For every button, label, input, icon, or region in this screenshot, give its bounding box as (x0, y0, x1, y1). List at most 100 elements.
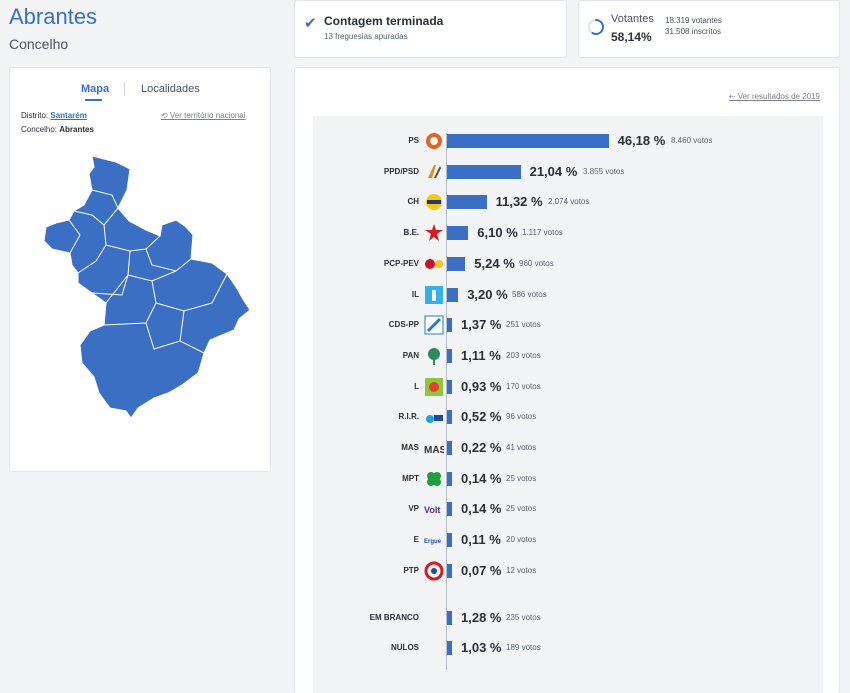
cds-logo (424, 315, 444, 335)
result-bar (447, 134, 609, 148)
tab-map[interactable]: Mapa (81, 83, 110, 95)
party-name: MPT (402, 473, 419, 483)
result-votes: 8.460 votos (671, 136, 713, 145)
result-row: PAN 1,11 % 203 votos (313, 346, 823, 366)
result-bar (447, 287, 459, 302)
result-bar (447, 441, 452, 455)
svg-text:MAS: MAS (424, 445, 444, 456)
party-name: PS (408, 136, 419, 145)
result-row: CDS-PP 1,37 % 251 votos (313, 315, 823, 335)
party-name: B.E. (403, 228, 419, 238)
result-row: PCP-PEV 5,24 % 960 votos (313, 254, 823, 274)
result-votes: 170 votos (506, 381, 541, 391)
district-link[interactable]: Santarém (50, 111, 87, 120)
previous-results-link[interactable]: ⇠ Ver resultados de 2019 (728, 92, 820, 101)
result-bar (447, 410, 452, 425)
voters-percent: 58,14% (611, 30, 652, 44)
result-votes: 2.074 votos (548, 197, 590, 207)
party-name: NULOS (391, 643, 419, 653)
voters-count: 18.319 votantes (665, 16, 722, 25)
be-logo (425, 224, 443, 242)
result-bar (447, 379, 452, 394)
result-percent: 0,07 % (461, 562, 502, 578)
ptp-logo (424, 561, 444, 581)
tab-localities[interactable]: Localidades (141, 83, 200, 95)
district-label: Distrito: (21, 111, 49, 120)
result-row: CH 11,32 % 2.074 votos (313, 192, 823, 212)
result-percent: 11,32 % (495, 194, 543, 210)
result-votes: 235 votos (506, 612, 541, 622)
result-votes: 189 votos (506, 643, 541, 653)
svg-text:Ergue: Ergue (424, 539, 442, 545)
il-logo (425, 285, 443, 304)
result-percent: 5,24 % (474, 255, 515, 271)
county-value: Abrantes (59, 125, 94, 134)
result-votes: 960 votos (519, 258, 554, 268)
party-name: CH (407, 197, 419, 207)
result-bar (447, 471, 452, 486)
national-territory-link[interactable]: ⟲ Ver território nacional (161, 111, 246, 120)
result-row: NULOS 1,03 % 189 votos (313, 638, 823, 658)
result-votes: 203 votos (506, 350, 541, 360)
count-status-card: ✔ Contagem terminada 13 freguesias apura… (294, 0, 567, 58)
result-bar (447, 318, 452, 333)
party-name: PPD/PSD (383, 166, 419, 176)
party-name: PTP (403, 565, 419, 575)
result-percent: 0,52 % (461, 409, 502, 425)
page-title: Abrantes (9, 4, 98, 29)
result-bar (447, 502, 452, 517)
voters-label: Votantes (611, 13, 654, 25)
result-percent: 1,03 % (461, 640, 502, 656)
result-percent: 6,10 % (477, 225, 518, 241)
result-row: PS 46,18 % 8.460 votos (313, 131, 823, 151)
result-row: L 0,93 % 170 votos (313, 377, 823, 397)
volt-logo: Volt (424, 505, 440, 515)
result-row: VP Volt 0,14 % 25 votos (313, 499, 823, 519)
county-row: Concelho: Abrantes (21, 125, 94, 134)
result-percent: 0,11 % (461, 532, 501, 548)
result-percent: 0,14 % (461, 470, 502, 486)
result-bar (447, 641, 452, 656)
tab-divider (124, 82, 125, 96)
result-bar (447, 533, 452, 548)
party-name: EM BRANCO (369, 612, 419, 622)
voters-card: Votantes 58,14% 18.319 votantes 31.508 i… (578, 0, 840, 58)
party-name: E (413, 535, 419, 545)
result-votes: 586 votos (512, 289, 547, 299)
svg-text:Volt: Volt (424, 505, 440, 515)
result-bar (447, 348, 452, 363)
map-outline (43, 155, 251, 419)
count-status-title: Contagem terminada (324, 14, 444, 28)
result-votes: 1.117 votos (522, 228, 563, 238)
results-bar-chart: PS 46,18 % 8.460 votos PPD/PSD 21,04 % 3.855 … (313, 116, 823, 693)
party-name: VP (408, 504, 419, 514)
result-votes: 41 votos (506, 443, 537, 452)
livre-logo (425, 377, 443, 396)
result-bar (447, 563, 452, 578)
mas-logo: MAS (424, 445, 444, 456)
registered-count: 31.508 inscritos (665, 27, 722, 36)
result-votes: 20 votos (506, 535, 537, 545)
pan-logo (428, 347, 440, 365)
ergue-te-logo: Ergue (424, 539, 442, 545)
result-row: MAS MAS 0,22 % 41 votos (313, 438, 823, 458)
chart-axis (446, 133, 447, 670)
count-status-subtitle: 13 freguesias apuradas (324, 32, 408, 41)
party-name: L (414, 381, 419, 391)
mpt-logo (427, 471, 441, 486)
results-panel: ⇠ Ver resultados de 2019 PS 46,18 % 8.460 … (294, 67, 840, 693)
map-panel: Mapa Localidades Distrito: Santarém Conc… (9, 67, 271, 472)
result-percent: 1,37 % (461, 317, 502, 333)
result-bar (447, 610, 452, 625)
active-tab-indicator (85, 99, 102, 101)
result-row: R.I.R. 0,52 % 96 votos (313, 407, 823, 427)
result-percent: 46,18 % (617, 133, 666, 148)
result-percent: 0,22 % (461, 440, 502, 455)
result-bar (447, 195, 487, 210)
psd-logo (428, 164, 441, 178)
result-bar (447, 164, 521, 179)
party-name: PAN (402, 350, 419, 360)
party-name: IL (411, 289, 419, 299)
result-votes: 96 votos (506, 412, 537, 422)
county-map (43, 155, 251, 419)
